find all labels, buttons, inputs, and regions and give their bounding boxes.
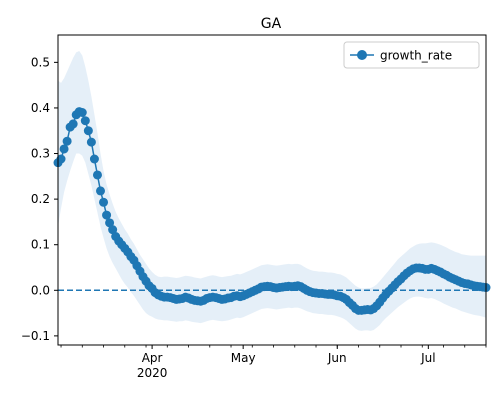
- data-point: [56, 154, 66, 164]
- data-point: [80, 116, 90, 126]
- x-tick-label: May: [231, 351, 256, 365]
- x-tick-label: Jul: [420, 351, 435, 365]
- data-point: [68, 119, 78, 129]
- y-tick-label: 0.1: [31, 238, 50, 252]
- x-tick-sublabel: 2020: [137, 366, 168, 380]
- y-tick-label: 0.5: [31, 55, 50, 69]
- y-tick-label: −0.1: [21, 329, 50, 343]
- legend-label: growth_rate: [380, 49, 452, 63]
- x-tick-label: Jun: [327, 351, 347, 365]
- legend: growth_rate: [343, 41, 480, 69]
- legend-box: [343, 41, 480, 69]
- legend-marker-swatch: [357, 50, 367, 60]
- growth-rate-series: [53, 107, 491, 315]
- data-point: [86, 137, 96, 147]
- plot-frame: [57, 34, 487, 346]
- data-point: [89, 154, 99, 164]
- data-point: [105, 218, 115, 228]
- data-point: [77, 108, 87, 117]
- y-tick-label: 0.4: [31, 101, 50, 115]
- data-point: [62, 136, 72, 146]
- confidence-band-area: [58, 50, 486, 331]
- data-point: [99, 197, 109, 207]
- data-point: [96, 186, 105, 196]
- x-tick-label: Apr: [142, 351, 163, 365]
- data-point: [59, 144, 69, 154]
- data-point: [102, 210, 112, 220]
- y-tick-label: 0.3: [31, 147, 50, 161]
- chart-title: GA: [261, 16, 282, 32]
- y-tick-label: 0.0: [31, 283, 50, 297]
- data-point: [83, 126, 93, 136]
- data-point: [92, 170, 102, 180]
- confidence-band: [58, 50, 486, 331]
- data-point: [108, 225, 118, 235]
- y-tick-label: 0.2: [31, 192, 50, 206]
